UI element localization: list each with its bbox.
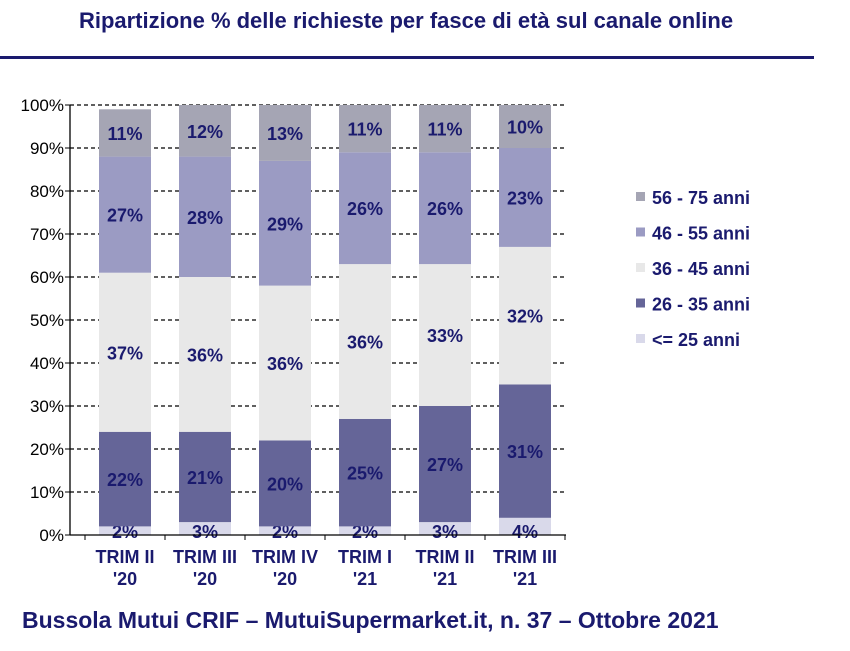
data-label: 20% [267,474,303,494]
bar-segment [339,264,391,419]
data-label: 25% [347,464,383,484]
data-label: 2% [352,522,378,542]
bar-segment [499,246,551,385]
data-label: 22% [107,470,143,490]
bar-segment [179,431,231,523]
x-tick-label: '21 [433,569,457,589]
data-label: 36% [267,354,303,374]
data-label: 37% [107,343,143,363]
bar-segment [99,109,151,157]
x-tick-label: TRIM I [338,547,392,567]
bar-segment [179,522,231,535]
legend-swatch [636,227,645,237]
bar-segment [419,152,471,265]
y-tick-label: 80% [30,182,64,201]
bar-segment [499,517,551,535]
y-tick-label: 40% [30,354,64,373]
data-label: 23% [507,188,543,208]
data-label: 27% [427,455,463,475]
data-label: 33% [427,326,463,346]
legend-swatch [636,263,645,272]
data-label: 36% [187,345,223,365]
bar-segment [499,384,551,518]
data-label: 10% [507,118,543,138]
legend-label: 56 - 75 anni [652,188,750,208]
y-tick-label: 70% [30,225,64,244]
data-label: 13% [267,124,303,144]
bar-segment [99,156,151,273]
legend-label: 36 - 45 anni [652,259,750,279]
data-label: 11% [347,120,382,140]
x-tick-label: TRIM II [96,547,155,567]
data-label: 4% [512,522,538,542]
data-label: 21% [187,468,223,488]
data-label: 11% [107,124,142,144]
data-label: 12% [187,122,223,142]
source-footer: Bussola Mutui CRIF – MutuiSupermarket.it… [22,607,719,633]
bar-segment [339,105,391,153]
data-label: 27% [107,206,143,226]
data-label: 26% [427,199,463,219]
legend-label: 46 - 55 anni [652,224,750,244]
bar-segment [99,431,151,527]
bar-segment [259,285,311,441]
bar-segment [99,526,151,535]
bar-segment [499,105,551,148]
data-label: 29% [267,214,303,234]
data-label: 3% [432,522,458,542]
y-tick-label: 90% [30,139,64,158]
data-label: 11% [427,120,462,140]
bar-segment [259,160,311,286]
data-label: 3% [192,522,218,542]
legend-swatch [636,334,645,343]
chart-title: Ripartizione % delle richieste per fasce… [78,8,734,33]
bar-segment [179,277,231,432]
data-label: 31% [507,442,543,462]
x-tick-label: '20 [113,569,137,589]
bar-segment [259,440,311,527]
data-label: 26% [347,199,383,219]
legend-label: 26 - 35 anni [652,295,750,315]
y-tick-label: 30% [30,397,64,416]
x-tick-label: TRIM III [173,547,237,567]
bar-segment [179,105,231,157]
legend-label: <= 25 anni [652,330,740,350]
bar-segment [179,156,231,277]
y-tick-label: 10% [30,483,64,502]
title-divider [0,56,814,59]
x-tick-label: '21 [353,569,377,589]
x-tick-label: '21 [513,569,537,589]
stacked-bar-chart: 0% 10% 20% 30% 40% 50% 60% 70% 80% 90% 100% 2% 22% 37… [21,96,751,589]
bar-segment [419,406,471,523]
bar-segment [259,105,311,161]
bar-segment [99,272,151,432]
legend-swatch [636,298,645,308]
y-tick-label: 100% [21,96,64,115]
bar-segment [419,522,471,535]
y-tick-label: 0% [39,526,64,545]
bar-segment [339,418,391,527]
x-tick-label: TRIM IV [252,547,318,567]
bar-segment [499,148,551,247]
y-tick-label: 20% [30,440,64,459]
data-label: 36% [347,333,383,353]
x-tick-label: TRIM III [493,547,557,567]
x-tick-label: '20 [193,569,217,589]
data-label: 2% [272,522,298,542]
bar-segment [259,526,311,535]
x-tick-label: '20 [273,569,297,589]
y-tick-label: 50% [30,311,64,330]
bar-segment [419,264,471,406]
data-label: 2% [112,522,138,542]
data-label: 32% [507,307,543,327]
bar-segment [339,152,391,265]
x-tick-label: TRIM II [416,547,475,567]
data-label: 28% [187,208,223,228]
y-tick-label: 60% [30,268,64,287]
bar-segment [339,526,391,535]
legend-swatch [636,192,645,201]
bar-segment [419,105,471,153]
